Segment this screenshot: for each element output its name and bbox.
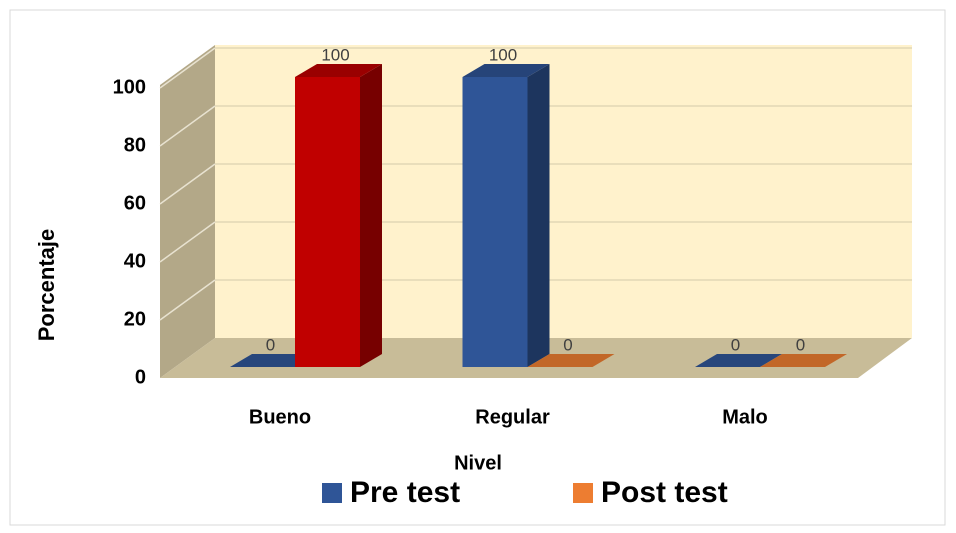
data-label: 0 [266, 335, 275, 354]
data-label: 0 [563, 335, 572, 354]
grid-line [159, 105, 216, 147]
bar-top [695, 354, 782, 367]
bar-top [295, 64, 382, 77]
bar [462, 77, 528, 367]
legend-label: Pre test [350, 476, 460, 509]
bar-top [462, 64, 550, 77]
y-tick-label: 40 [124, 250, 146, 272]
data-label: 0 [796, 335, 805, 354]
y-axis-title: Porcentaje [34, 229, 59, 342]
bar-side [360, 64, 382, 367]
bar-side [527, 64, 550, 367]
y-tick-label: 80 [124, 134, 146, 156]
grid-line [159, 221, 216, 263]
grid-line [159, 163, 216, 205]
side-wall [160, 45, 215, 378]
x-tick-label: Malo [722, 406, 768, 428]
y-tick-label: 20 [124, 308, 146, 330]
back-wall [215, 45, 912, 338]
grid-line [159, 47, 216, 89]
x-axis-title: Nivel [454, 452, 502, 474]
x-tick-label: Bueno [249, 406, 311, 428]
data-label: 100 [321, 45, 349, 64]
x-tick-label: Regular [475, 406, 550, 428]
legend-swatch [573, 483, 593, 503]
y-tick-label: 100 [113, 76, 146, 98]
grid-line [159, 279, 216, 321]
bar-top [527, 354, 615, 367]
legend-swatch [322, 483, 342, 503]
y-tick-label: 0 [135, 366, 146, 388]
data-label: 100 [489, 45, 517, 64]
y-tick-label: 60 [124, 192, 146, 214]
legend-label: Post test [601, 476, 728, 509]
bar [295, 77, 360, 367]
data-label: 0 [731, 335, 740, 354]
bar-top [760, 354, 847, 367]
